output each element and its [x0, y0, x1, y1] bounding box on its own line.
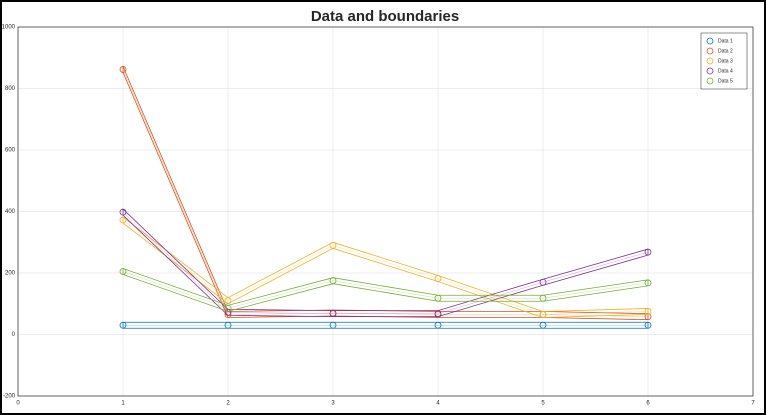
marker [434, 310, 442, 317]
marker [644, 248, 652, 256]
marker [644, 308, 652, 315]
marker [539, 278, 547, 286]
marker [224, 304, 232, 312]
marker [119, 321, 127, 329]
marker [119, 268, 127, 275]
marker [329, 241, 337, 249]
legend-box [700, 32, 748, 90]
marker [539, 294, 547, 302]
legend-marker [706, 67, 714, 75]
x-tick-label: 5 [541, 401, 545, 407]
legend-marker [706, 77, 714, 85]
marker [119, 216, 127, 224]
marker [539, 311, 547, 318]
x-tick-label: 0 [16, 401, 20, 407]
series-line [122, 271, 649, 309]
x-tick-label: 3 [331, 401, 335, 407]
series-line [122, 211, 649, 314]
legend-label: Data 5 [718, 78, 733, 84]
y-tick-label: 800 [5, 86, 16, 92]
legend-marker [706, 37, 714, 45]
series-line [122, 69, 649, 317]
legend-label: Data 3 [718, 58, 733, 64]
legend-label: Data 2 [718, 48, 733, 54]
y-tick-label: 400 [5, 209, 16, 215]
axes-box [17, 26, 754, 397]
marker [329, 277, 337, 285]
y-tick-label: 0 [12, 332, 16, 338]
marker [329, 310, 337, 317]
marker [434, 275, 442, 282]
marker [224, 321, 232, 329]
legend-label: Data 1 [718, 38, 733, 44]
marker [119, 208, 127, 216]
y-tick-label: 600 [5, 148, 16, 154]
marker [329, 321, 337, 329]
series-line [122, 219, 649, 315]
marker [644, 279, 652, 287]
x-tick-label: 1 [121, 401, 125, 407]
legend-label: Data 4 [718, 68, 733, 74]
marker [434, 321, 442, 329]
y-tick-label: -200 [3, 394, 16, 400]
x-tick-label: 7 [751, 401, 755, 407]
marker [119, 66, 127, 73]
marker [434, 294, 442, 302]
legend-marker [706, 47, 714, 55]
y-tick-label: 1000 [2, 25, 16, 31]
x-tick-label: 4 [436, 401, 440, 407]
legend-marker [706, 57, 714, 65]
marker [539, 321, 547, 329]
marker [644, 321, 652, 329]
x-tick-label: 6 [646, 401, 650, 407]
marker [224, 308, 232, 316]
x-tick-label: 2 [226, 401, 230, 407]
chart-title: Data and boundaries [311, 8, 459, 25]
marker [224, 297, 232, 305]
y-tick-label: 200 [5, 271, 16, 277]
